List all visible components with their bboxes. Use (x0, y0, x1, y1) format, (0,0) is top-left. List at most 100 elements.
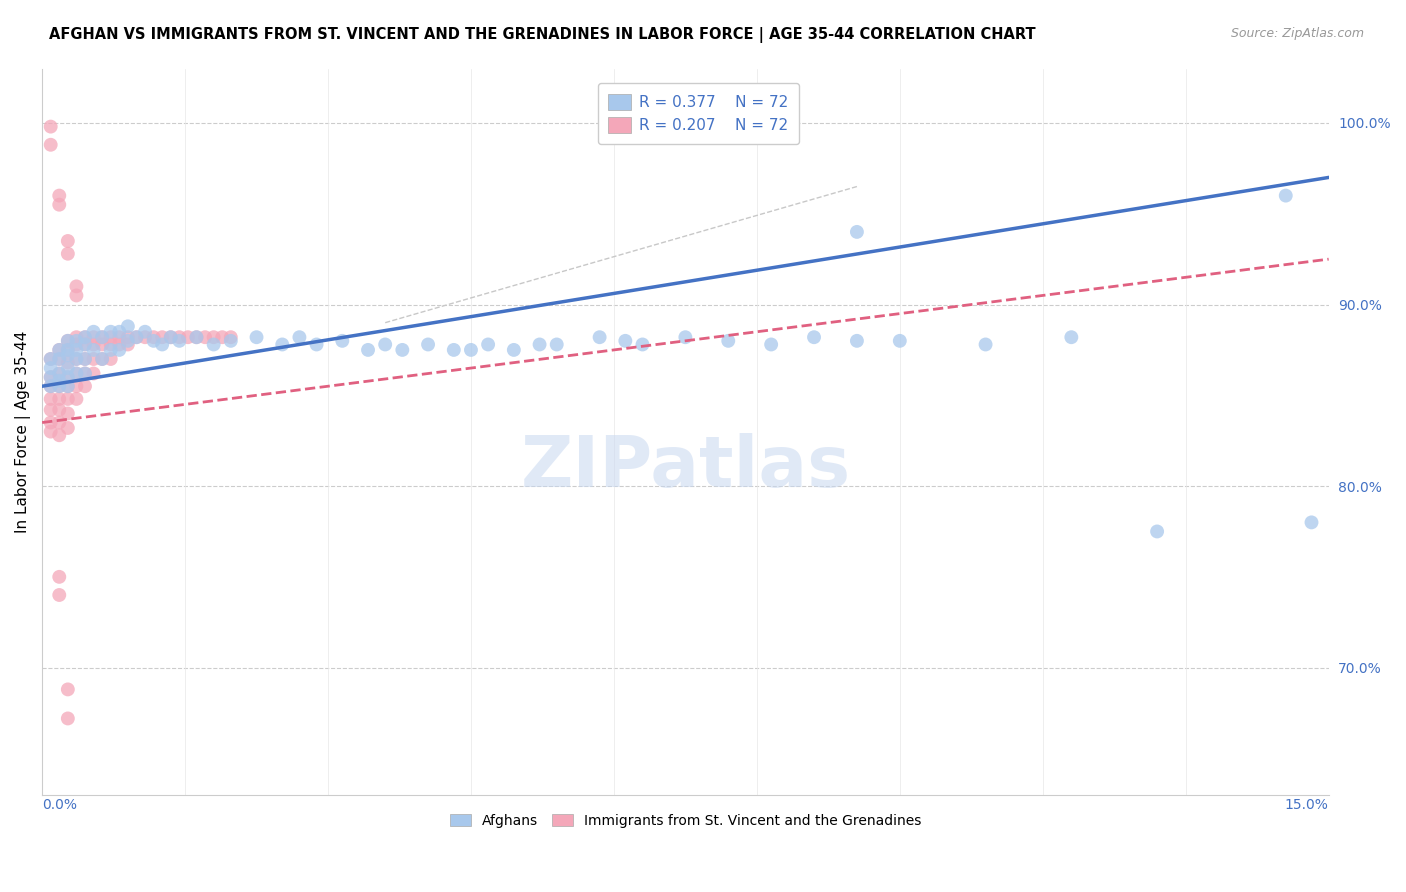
Point (330, 334, 353, 348)
Point (1146, 524, 1168, 539)
Point (150, 330, 173, 344)
Point (100, 337, 122, 351)
Point (56, 711, 79, 725)
Point (91, 337, 114, 351)
Point (65, 367, 87, 381)
Point (56, 392, 79, 406)
Point (125, 330, 148, 344)
Point (194, 330, 217, 344)
Point (73, 351, 96, 366)
Point (91, 351, 114, 366)
Point (673, 330, 696, 344)
Point (1274, 188, 1296, 202)
Point (614, 334, 637, 348)
Text: AFGHAN VS IMMIGRANTS FROM ST. VINCENT AND THE GRENADINES IN LABOR FORCE | AGE 35: AFGHAN VS IMMIGRANTS FROM ST. VINCENT AN… (49, 27, 1036, 43)
Point (305, 337, 328, 351)
Point (142, 334, 165, 348)
Point (83, 367, 105, 381)
Point (65, 367, 87, 381)
Point (1301, 516, 1323, 530)
Point (39, 392, 62, 406)
Text: Source: ZipAtlas.com: Source: ZipAtlas.com (1230, 27, 1364, 40)
Point (39, 361, 62, 376)
Point (117, 319, 139, 334)
Point (219, 334, 242, 348)
Point (56, 421, 79, 435)
Point (125, 330, 148, 344)
Point (202, 330, 225, 344)
Point (159, 330, 181, 344)
Point (134, 330, 156, 344)
Point (974, 337, 997, 351)
Point (443, 343, 465, 357)
Point (39, 416, 62, 430)
Point (108, 343, 131, 357)
Point (588, 330, 610, 344)
Point (56, 407, 79, 421)
Point (56, 234, 79, 248)
Point (83, 343, 105, 357)
Point (169, 330, 191, 344)
Point (73, 351, 96, 366)
Point (39, 120, 62, 134)
Point (142, 330, 165, 344)
Point (39, 351, 62, 366)
Point (186, 330, 208, 344)
Point (56, 348, 79, 362)
Point (48, 197, 70, 211)
Point (48, 392, 70, 406)
Point (73, 330, 96, 344)
Point (91, 330, 114, 344)
Point (48, 367, 70, 381)
Point (65, 279, 87, 293)
Point (91, 330, 114, 344)
Point (186, 330, 208, 344)
Point (631, 337, 654, 351)
Point (357, 343, 380, 357)
Point (477, 337, 499, 351)
Point (39, 402, 62, 417)
Point (502, 343, 524, 357)
Point (73, 337, 96, 351)
Point (73, 379, 96, 393)
Point (1060, 330, 1083, 344)
Point (65, 351, 87, 366)
Point (48, 428, 70, 442)
Point (48, 379, 70, 393)
Point (416, 337, 439, 351)
Point (460, 343, 482, 357)
Point (39, 379, 62, 393)
Point (65, 337, 87, 351)
Point (219, 330, 242, 344)
Point (65, 379, 87, 393)
Y-axis label: In Labor Force | Age 35-44: In Labor Force | Age 35-44 (15, 330, 31, 533)
Point (100, 351, 122, 366)
Point (100, 325, 122, 339)
Point (83, 337, 105, 351)
Text: ZIPatlas: ZIPatlas (520, 434, 851, 502)
Point (108, 337, 131, 351)
Point (83, 325, 105, 339)
Point (803, 330, 825, 344)
Legend: Afghans, Immigrants from St. Vincent and the Grenadines: Afghans, Immigrants from St. Vincent and… (443, 807, 928, 835)
Point (83, 351, 105, 366)
Point (56, 361, 79, 376)
Point (73, 337, 96, 351)
Point (374, 337, 396, 351)
Point (73, 367, 96, 381)
Point (39, 370, 62, 384)
Point (65, 343, 87, 357)
Point (56, 343, 79, 357)
Point (65, 288, 87, 302)
Point (845, 334, 868, 348)
Point (48, 351, 70, 366)
Point (56, 356, 79, 370)
Point (48, 343, 70, 357)
Point (889, 334, 911, 348)
Point (48, 588, 70, 602)
Point (65, 392, 87, 406)
Point (100, 343, 122, 357)
Text: 0.0%: 0.0% (42, 798, 77, 813)
Point (56, 370, 79, 384)
Point (271, 337, 294, 351)
